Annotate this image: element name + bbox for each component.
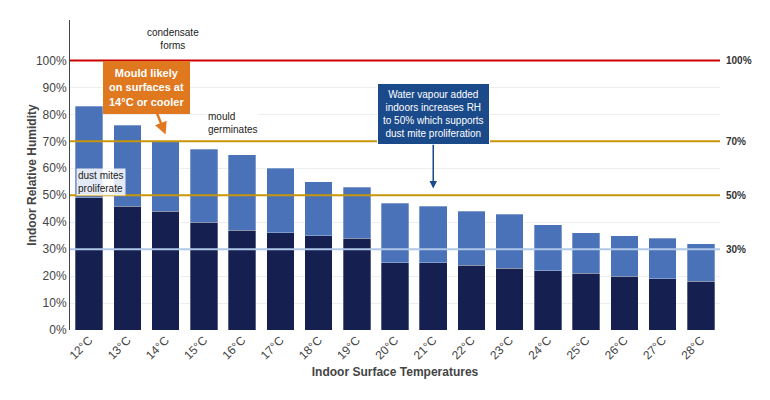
- svg-text:26°C: 26°C: [602, 333, 631, 362]
- svg-text:Indoor Relative Humidity: Indoor Relative Humidity: [25, 104, 39, 246]
- svg-text:0%: 0%: [49, 323, 67, 337]
- svg-text:22°C: 22°C: [449, 333, 478, 362]
- svg-text:70%: 70%: [43, 135, 67, 149]
- svg-text:28°C: 28°C: [678, 333, 707, 362]
- svg-text:50%: 50%: [43, 188, 67, 202]
- svg-text:24°C: 24°C: [525, 333, 554, 362]
- svg-text:27°C: 27°C: [640, 333, 669, 362]
- svg-text:23°C: 23°C: [487, 333, 516, 362]
- svg-text:Water vapour addedindoors incr: Water vapour addedindoors increases RHto…: [383, 89, 484, 139]
- svg-text:15°C: 15°C: [181, 333, 210, 362]
- svg-text:100%: 100%: [726, 55, 752, 66]
- svg-text:19°C: 19°C: [334, 333, 363, 362]
- svg-text:30%: 30%: [726, 244, 746, 255]
- svg-text:90%: 90%: [43, 81, 67, 95]
- svg-text:dust mitesproliferate: dust mitesproliferate: [78, 170, 124, 194]
- svg-text:10%: 10%: [43, 296, 67, 310]
- svg-text:condensateforms: condensateforms: [147, 27, 199, 51]
- svg-text:14°C: 14°C: [143, 333, 172, 362]
- svg-text:70%: 70%: [726, 136, 746, 147]
- svg-text:60%: 60%: [43, 161, 67, 175]
- svg-text:mouldgerminates: mouldgerminates: [208, 111, 257, 135]
- svg-text:13°C: 13°C: [105, 333, 134, 362]
- svg-text:18°C: 18°C: [296, 333, 325, 362]
- svg-text:12°C: 12°C: [67, 333, 96, 362]
- svg-text:80%: 80%: [43, 108, 67, 122]
- svg-text:40%: 40%: [43, 215, 67, 229]
- svg-text:17°C: 17°C: [258, 333, 287, 362]
- svg-text:25°C: 25°C: [564, 333, 593, 362]
- svg-text:20°C: 20°C: [373, 333, 402, 362]
- svg-text:50%: 50%: [726, 190, 746, 201]
- svg-text:30%: 30%: [43, 242, 67, 256]
- svg-text:Mould likelyon surfaces at14°C: Mould likelyon surfaces at14°C or cooler: [109, 67, 184, 108]
- svg-text:16°C: 16°C: [220, 333, 249, 362]
- svg-text:21°C: 21°C: [411, 333, 440, 362]
- svg-text:20%: 20%: [43, 269, 67, 283]
- svg-text:100%: 100%: [36, 54, 67, 68]
- svg-text:Indoor Surface Temperatures: Indoor Surface Temperatures: [312, 365, 479, 379]
